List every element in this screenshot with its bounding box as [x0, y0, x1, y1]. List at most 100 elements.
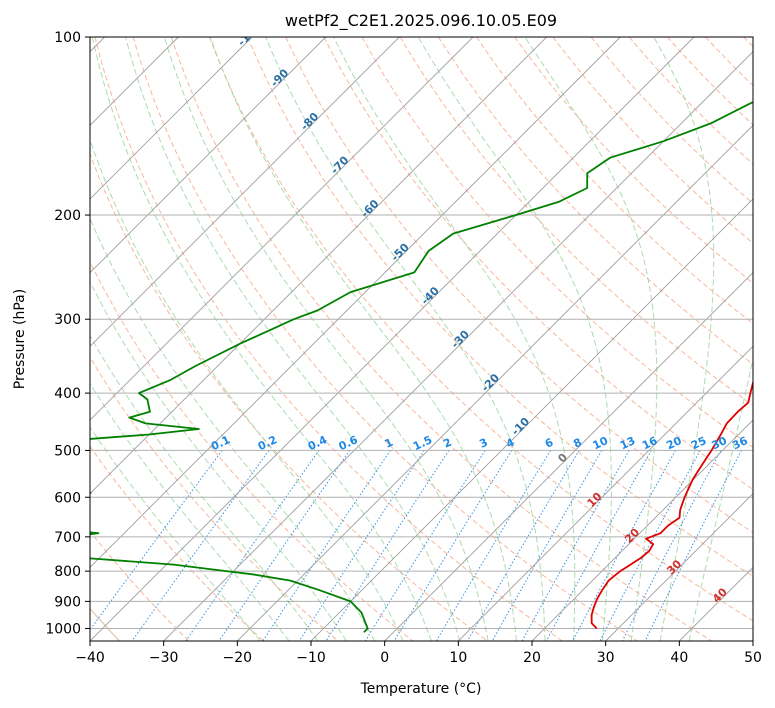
mixing-ratio-line	[572, 450, 676, 641]
moist-adiabat-line	[163, 37, 489, 641]
isotherm-line	[605, 493, 753, 641]
isotherms	[90, 37, 753, 641]
isotherm-line	[163, 51, 753, 641]
plot-area: 0.10.20.40.611.52346810131620253036-100-…	[90, 20, 753, 641]
isotherm-line	[458, 345, 753, 641]
mixing-ratio-line	[599, 450, 701, 641]
dry-adiabat-line	[437, 37, 753, 365]
mixing-ratio-line	[545, 450, 652, 641]
y-axis-label: Pressure (hPa)	[12, 289, 28, 389]
mixing-ratio-label: 30	[710, 434, 730, 452]
moist-adiabat-line	[90, 334, 319, 641]
dry-adiabat-line	[90, 356, 339, 641]
isotherm-line	[90, 37, 474, 421]
dry-adiabat-line	[628, 37, 753, 165]
pressure-gridlines	[90, 37, 753, 629]
mixing-ratio-label: 25	[689, 434, 708, 452]
dry-adiabat-line	[209, 37, 753, 622]
x-tick-label: 30	[597, 650, 615, 666]
x-tick-label: 40	[670, 650, 688, 666]
dry-adiabat-line	[90, 152, 488, 641]
x-tick-label: −40	[75, 650, 105, 666]
isotherm-line	[384, 272, 753, 641]
dry-adiabat-line	[323, 37, 753, 491]
y-axis-ticks: 100 200 300 400 500 600 700 800 900 1000	[45, 30, 90, 637]
line-labels: 0.10.20.40.611.52346810131620253036-100-…	[209, 20, 750, 606]
mixing-ratio-line	[491, 450, 603, 641]
dewpoint-profile-line	[90, 101, 753, 633]
dry-adiabat-line	[552, 37, 753, 244]
plot-frame	[89, 36, 754, 642]
mixing-ratio-line	[364, 450, 486, 641]
moist-adiabat-line	[90, 382, 290, 641]
mixing-ratio-label: 16	[640, 434, 660, 452]
y-tick-label: 200	[54, 208, 81, 224]
dry-adiabat-line	[90, 445, 264, 641]
mixing-ratio-line	[131, 450, 270, 641]
isotherm-line	[90, 37, 695, 641]
dry-adiabat-line	[247, 37, 753, 577]
y-tick-label: 300	[54, 312, 81, 328]
dry-adiabat-line	[514, 37, 753, 284]
isotherm-line	[310, 198, 753, 641]
x-axis-ticks: −40 −30 −20 −10 0 10 20 30 40 50	[75, 641, 762, 666]
moist-adiabat-line	[265, 37, 546, 641]
x-tick-label: −10	[296, 650, 326, 666]
dry-adiabat-line	[94, 37, 563, 641]
mixing-ratio-label: 10	[591, 434, 611, 452]
isotherm-line	[90, 37, 547, 495]
mixing-ratio-line	[218, 450, 351, 641]
dry-adiabat-line	[90, 530, 190, 641]
x-tick-label: 10	[449, 650, 467, 666]
mixing-ratio-line	[325, 450, 450, 641]
isotherm-line	[90, 37, 326, 274]
chart-title: wetPf2_C2E1.2025.096.10.05.E09	[285, 11, 557, 31]
x-tick-label: 20	[523, 650, 541, 666]
moist-adiabat-line	[653, 37, 715, 641]
dry-adiabat-line	[90, 260, 414, 641]
mixing-ratio-line	[185, 450, 320, 641]
x-tick-label: 0	[380, 650, 389, 666]
mixing-ratio-label: 20	[664, 434, 684, 452]
moist-adiabats	[90, 37, 753, 641]
profile-series	[90, 101, 753, 633]
moist-adiabat-line	[90, 217, 376, 641]
y-tick-label: 700	[54, 530, 81, 546]
moist-adiabat-line	[417, 37, 612, 641]
moist-adiabat-line	[524, 37, 658, 641]
moist-adiabat-line	[90, 426, 261, 641]
moist-adiabat-line	[333, 37, 576, 641]
x-tick-label: 50	[744, 650, 762, 666]
moist-adiabat-line	[209, 37, 517, 641]
x-axis-label: Temperature (°C)	[360, 681, 482, 697]
isotherm-line	[90, 37, 621, 568]
mixing-ratio-label: 36	[730, 434, 750, 452]
moist-adiabat-line	[125, 37, 461, 641]
mixing-ratio-line	[521, 450, 630, 641]
mixing-ratio-label: 13	[618, 434, 637, 452]
dry-adiabat-line	[285, 37, 753, 534]
moist-adiabat-line	[90, 138, 404, 641]
mixing-ratio-line	[393, 450, 513, 641]
isotherm-line	[237, 124, 753, 641]
dry-adiabat-line	[170, 37, 712, 641]
mixing-ratio-line	[298, 450, 425, 641]
y-tick-label: 400	[54, 386, 81, 402]
x-tick-label: −20	[223, 650, 253, 666]
isotherm-line	[531, 419, 753, 641]
isotherm-line	[90, 37, 400, 347]
dry-adiabat-line	[132, 37, 638, 641]
x-tick-label: −30	[149, 650, 179, 666]
isotherm-label: -100	[235, 20, 264, 49]
mixing-ratio-line	[90, 450, 223, 631]
y-tick-label: 800	[54, 564, 81, 580]
y-tick-label: 600	[54, 490, 81, 506]
isotherm-line	[90, 37, 253, 200]
mixing-ratio-line	[644, 450, 742, 641]
y-tick-label: 500	[54, 443, 81, 459]
dry-adiabat-line	[399, 37, 753, 407]
moist-adiabat-line	[90, 280, 347, 641]
y-tick-label: 1000	[45, 621, 81, 637]
